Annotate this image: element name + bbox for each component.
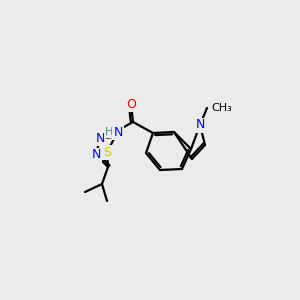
Text: S: S xyxy=(103,146,111,158)
Text: N: N xyxy=(91,148,101,161)
Text: O: O xyxy=(126,98,136,110)
Text: N: N xyxy=(113,125,123,139)
Text: H: H xyxy=(105,127,113,137)
Text: N: N xyxy=(195,118,205,131)
Text: CH₃: CH₃ xyxy=(211,103,232,113)
Text: N: N xyxy=(95,131,105,145)
